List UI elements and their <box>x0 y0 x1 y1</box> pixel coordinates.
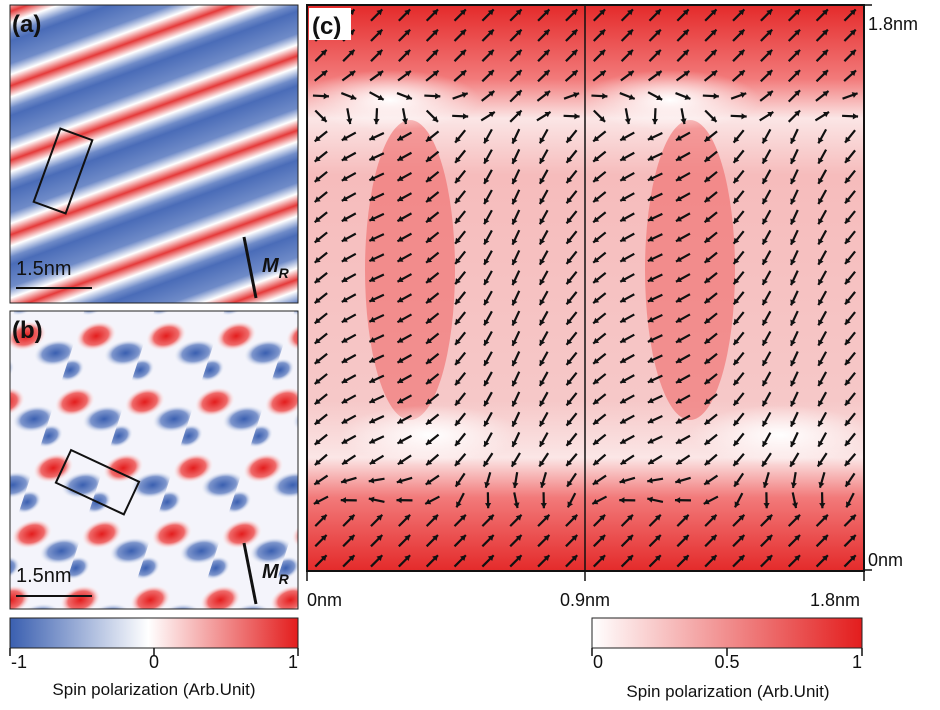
panel-b: (b) 1.5nm MR <box>10 311 298 609</box>
colorbar-tick-label: 1 <box>852 652 862 672</box>
colorbar-tick-label: 0 <box>149 652 159 672</box>
colorbar-tick-label: 0.5 <box>714 652 739 672</box>
panel-c: (c) 0nm 0.9nm 1.8nm 1.8nm 0nm <box>300 5 918 610</box>
colorbar-label: Spin polarization (Arb.Unit) <box>626 682 829 701</box>
colorbar-right: 0 0.5 1 Spin polarization (Arb.Unit) <box>592 618 862 701</box>
panel-label: (c) <box>312 13 341 40</box>
colorbar-label: Spin polarization (Arb.Unit) <box>52 680 255 699</box>
field-subscript: R <box>279 265 290 281</box>
field-subscript: R <box>279 571 290 587</box>
y-axis-label: 0nm <box>868 550 903 570</box>
colorbar-tick-label: 1 <box>288 652 298 672</box>
x-axis-label: 1.8nm <box>810 590 860 610</box>
panel-label: (a) <box>12 11 41 38</box>
y-axis-label: 1.8nm <box>868 14 918 34</box>
scale-label: 1.5nm <box>16 258 72 280</box>
panel-a: (a) 1.5nm MR <box>10 5 298 303</box>
colorbar <box>592 618 862 648</box>
x-axis-label: 0nm <box>307 590 342 610</box>
colorbar-left: -1 0 1 Spin polarization (Arb.Unit) <box>10 618 298 699</box>
colorbar-tick-label: 0 <box>593 652 603 672</box>
scale-label: 1.5nm <box>16 565 72 587</box>
panel-label: (b) <box>12 317 43 344</box>
x-axis-label: 0.9nm <box>560 590 610 610</box>
field-symbol: M <box>262 255 280 277</box>
colorbar <box>10 618 298 648</box>
field-symbol: M <box>262 561 280 583</box>
colorbar-tick-label: -1 <box>11 652 27 672</box>
